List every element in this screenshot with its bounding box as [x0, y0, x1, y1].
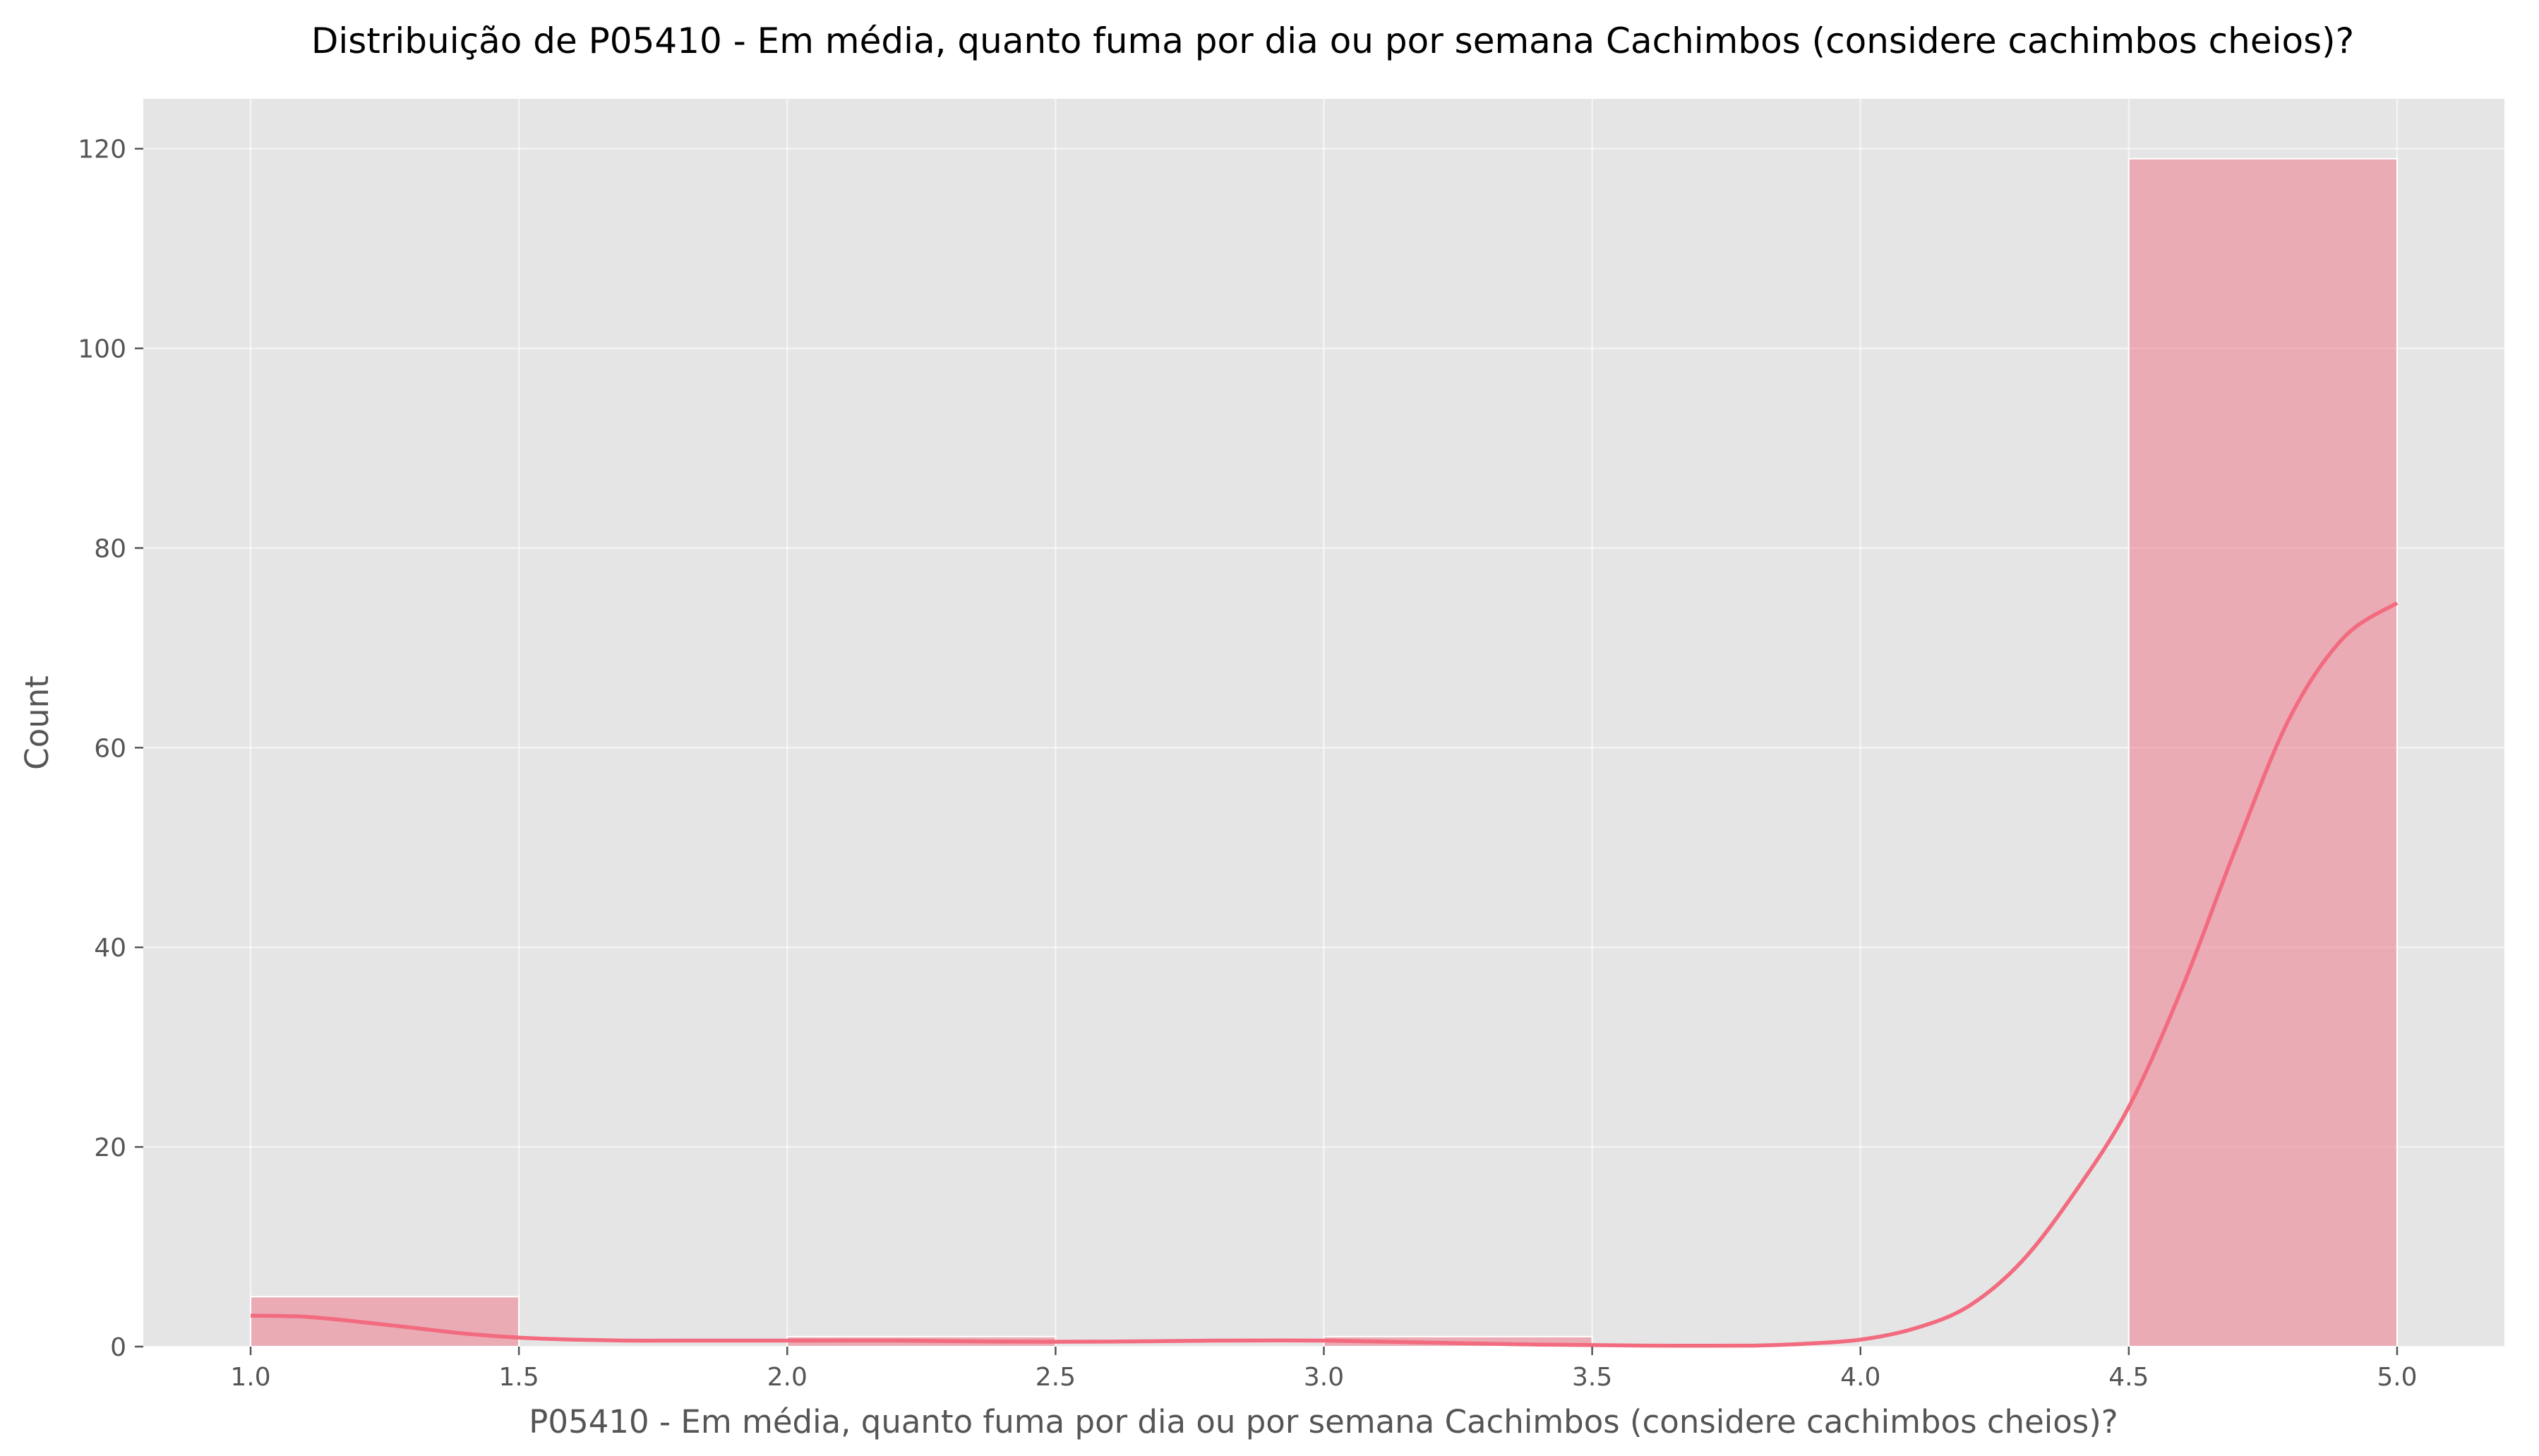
y-axis-ticks: 0 20 40 60 80 100 120 — [78, 136, 143, 1362]
y-tick-label: 0 — [110, 1333, 126, 1362]
x-tick-label: 3.0 — [1304, 1363, 1344, 1392]
x-tick-label: 3.5 — [1572, 1363, 1612, 1392]
x-tick-label: 5.0 — [2377, 1363, 2417, 1392]
x-axis-ticks: 1.0 1.5 2.0 2.5 3.0 3.5 4.0 4.5 5.0 — [230, 1347, 2418, 1392]
y-tick-label: 40 — [94, 934, 126, 963]
x-tick-label: 1.0 — [230, 1363, 270, 1392]
x-axis-label: P05410 - Em média, quanto fuma por dia o… — [529, 1403, 2118, 1440]
kde-curve — [250, 601, 2399, 1348]
x-tick-label: 2.5 — [1036, 1363, 1076, 1392]
y-tick-label: 20 — [94, 1133, 126, 1162]
x-tick-label: 4.5 — [2108, 1363, 2149, 1392]
y-tick-label: 100 — [78, 335, 126, 364]
x-tick-label: 4.0 — [1840, 1363, 1880, 1392]
chart-title: Distribuição de P05410 - Em média, quant… — [311, 20, 2354, 61]
y-axis-label: Count — [18, 675, 56, 770]
x-tick-label: 1.5 — [499, 1363, 539, 1392]
histogram-bars — [250, 157, 2398, 1348]
y-tick-label: 60 — [94, 734, 126, 763]
x-tick-label: 2.0 — [767, 1363, 808, 1392]
histogram-bar — [2127, 157, 2398, 1347]
y-tick-label: 80 — [94, 534, 126, 563]
histogram-bar — [250, 1296, 520, 1348]
y-tick-label: 120 — [78, 136, 126, 164]
